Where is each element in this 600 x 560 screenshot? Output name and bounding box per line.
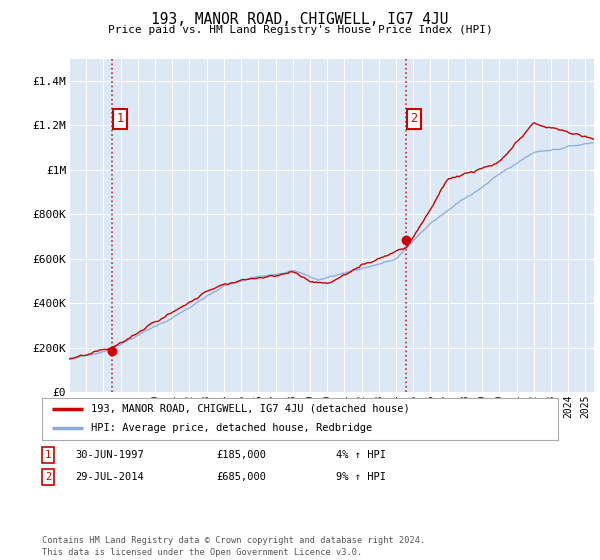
Text: 2: 2 (410, 112, 418, 125)
Text: Price paid vs. HM Land Registry's House Price Index (HPI): Price paid vs. HM Land Registry's House … (107, 25, 493, 35)
Text: 4% ↑ HPI: 4% ↑ HPI (336, 450, 386, 460)
Text: £685,000: £685,000 (216, 472, 266, 482)
Text: 9% ↑ HPI: 9% ↑ HPI (336, 472, 386, 482)
Text: 193, MANOR ROAD, CHIGWELL, IG7 4JU: 193, MANOR ROAD, CHIGWELL, IG7 4JU (151, 12, 449, 27)
Text: HPI: Average price, detached house, Redbridge: HPI: Average price, detached house, Redb… (91, 423, 372, 433)
Text: 193, MANOR ROAD, CHIGWELL, IG7 4JU (detached house): 193, MANOR ROAD, CHIGWELL, IG7 4JU (deta… (91, 404, 410, 414)
Text: 1: 1 (45, 450, 51, 460)
Text: 1: 1 (116, 112, 124, 125)
Text: £185,000: £185,000 (216, 450, 266, 460)
Text: 29-JUL-2014: 29-JUL-2014 (75, 472, 144, 482)
Text: 30-JUN-1997: 30-JUN-1997 (75, 450, 144, 460)
Text: 2: 2 (45, 472, 51, 482)
Text: Contains HM Land Registry data © Crown copyright and database right 2024.
This d: Contains HM Land Registry data © Crown c… (42, 536, 425, 557)
